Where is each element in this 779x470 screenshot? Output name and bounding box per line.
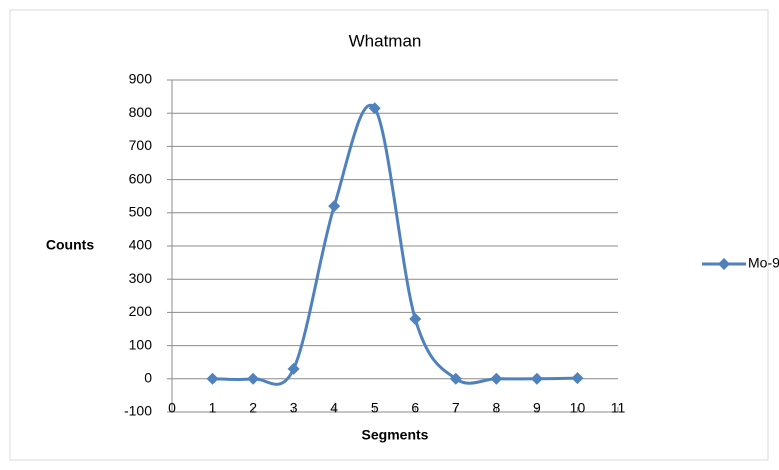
x-tick-label: 10 [570, 400, 586, 416]
x-tick-label: 9 [533, 400, 541, 416]
y-tick-label: 500 [129, 204, 153, 220]
x-tick-label: 4 [330, 400, 338, 416]
chart-title: Whatman [349, 31, 422, 50]
data-point [571, 372, 584, 385]
y-tick-label: 300 [129, 270, 153, 286]
chart-border [9, 9, 769, 461]
y-tick-label: -100 [124, 403, 152, 419]
x-axis-label: Segments [362, 427, 429, 443]
x-tick-label: 3 [290, 400, 298, 416]
x-tick-label: 2 [249, 400, 257, 416]
data-point [530, 372, 543, 385]
y-tick-label: 600 [129, 170, 153, 186]
x-tick-label: 1 [209, 400, 217, 416]
y-axis-label: Counts [46, 237, 94, 253]
x-tick-label: 0 [168, 400, 176, 416]
x-tick-label: 8 [492, 400, 500, 416]
data-point [409, 313, 422, 326]
y-tick-label: 100 [129, 336, 153, 352]
x-tick-label: 5 [371, 400, 379, 416]
y-tick-label: 400 [129, 237, 153, 253]
y-tick-label: 900 [129, 71, 153, 87]
data-point [287, 362, 300, 375]
y-tick-label: 700 [129, 137, 153, 153]
data-point [206, 372, 219, 385]
y-tick-label: 800 [129, 104, 153, 120]
data-point [328, 200, 341, 213]
data-point [490, 372, 503, 385]
x-tick-label: 6 [411, 400, 419, 416]
y-tick-label: 200 [129, 303, 153, 319]
legend-marker [718, 258, 730, 270]
x-tick-label: 11 [611, 400, 626, 416]
data-point [368, 102, 381, 115]
data-point [449, 372, 462, 385]
data-point [247, 372, 260, 385]
y-tick-label: 0 [144, 370, 152, 386]
x-tick-label: 7 [452, 400, 460, 416]
legend-label: Mo-99 [748, 255, 779, 271]
